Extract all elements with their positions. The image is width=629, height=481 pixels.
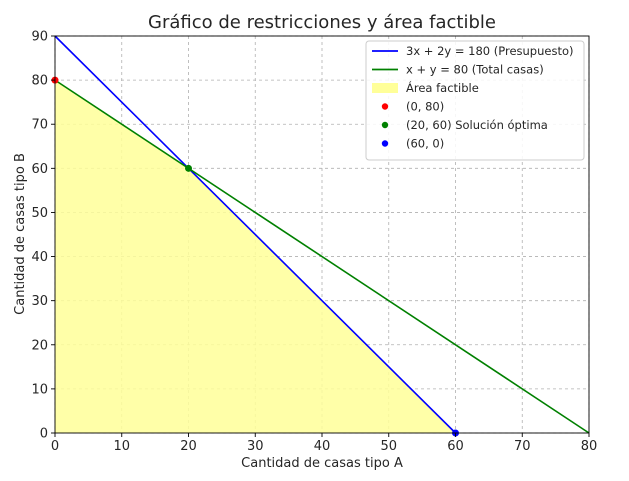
legend-entry-label: (0, 80): [406, 100, 444, 114]
x-tick-label: 50: [380, 439, 397, 454]
y-tick-label: 20: [31, 338, 48, 353]
feasible-area: [55, 80, 456, 433]
y-tick-label: 70: [31, 118, 48, 133]
x-tick-label: 70: [514, 439, 531, 454]
series-line-0: [54, 35, 457, 434]
y-tick-label: 0: [40, 427, 48, 442]
legend-swatch-area: [372, 83, 398, 93]
y-tick-label: 50: [31, 206, 48, 221]
chart-title: Gráfico de restricciones y área factible: [148, 12, 496, 33]
legend-entry-label: 3x + 2y = 180 (Presupuesto): [406, 44, 573, 58]
legend-entry-label: Área factible: [406, 80, 479, 95]
legend-entry-label: (60, 0): [406, 137, 444, 151]
marker-point-1: [185, 164, 192, 172]
x-tick-label: 0: [51, 439, 59, 454]
x-tick-label: 20: [180, 439, 197, 454]
y-tick-label: 90: [31, 30, 48, 45]
x-tick-label: 10: [113, 439, 130, 454]
y-tick-label: 80: [31, 74, 48, 89]
x-tick-label: 60: [447, 439, 464, 454]
x-tick-label: 40: [314, 439, 331, 454]
legend-box: [365, 40, 585, 161]
legend-swatch-dot: [381, 121, 389, 129]
legend-entry-label: x + y = 80 (Total casas): [406, 63, 544, 77]
legend: 3x + 2y = 180 (Presupuesto) x + y = 80 (T…: [365, 40, 585, 161]
x-tick-label: 30: [247, 439, 264, 454]
series-line-1: [54, 79, 590, 434]
legend-swatch-dot: [381, 140, 389, 147]
y-axis-label: Cantidad de casas tipo B: [13, 153, 28, 315]
legend-entry-label: (20, 60) Solución óptima: [406, 118, 548, 132]
y-tick-label: 40: [31, 250, 48, 265]
legend-swatch-dot: [381, 103, 389, 110]
y-tick-label: 60: [31, 162, 48, 177]
x-axis-label: Cantidad de casas tipo A: [241, 456, 403, 471]
x-tick-label: 80: [581, 439, 598, 454]
y-tick-label: 10: [31, 382, 48, 397]
y-tick-label: 30: [31, 294, 48, 309]
